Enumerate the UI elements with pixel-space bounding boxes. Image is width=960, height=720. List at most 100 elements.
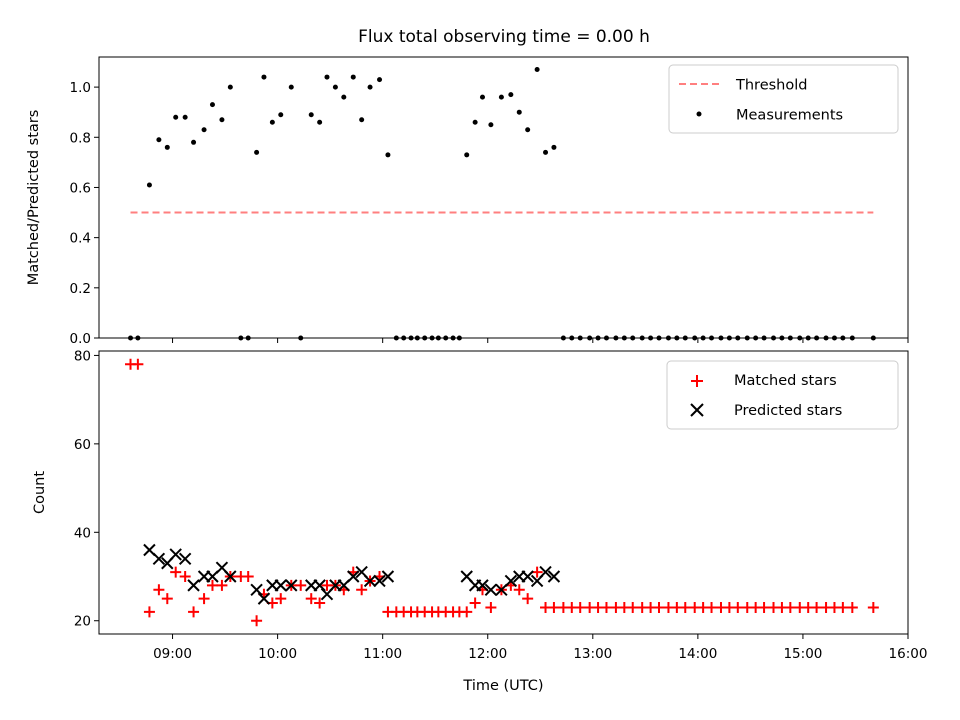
matched-star-marker — [485, 601, 497, 613]
measurement-point — [201, 127, 207, 133]
measurement-point — [156, 137, 162, 143]
matched-star-marker — [305, 593, 317, 605]
measurement-point — [385, 152, 391, 158]
matched-star-marker — [198, 593, 210, 605]
measurement-point — [367, 84, 373, 90]
top-legend-box — [668, 64, 899, 134]
bottom-x-tick-label: 09:00 — [153, 646, 192, 662]
predicted-star-marker — [169, 548, 182, 561]
measurement-point — [209, 102, 215, 108]
bottom-x-tick-label: 11:00 — [363, 646, 402, 662]
predicted-star-marker — [285, 579, 298, 592]
measurement-point — [288, 84, 294, 90]
measurements-legend-label: Measurements — [736, 108, 843, 124]
measurement-point — [543, 149, 549, 155]
measurements-legend-swatch — [696, 111, 702, 117]
predicted-star-marker — [187, 579, 200, 592]
matched-star-marker — [811, 601, 823, 613]
bottom-y-tick-label: 40 — [74, 525, 91, 541]
matched-star-marker — [837, 601, 849, 613]
predicted-star-marker — [257, 592, 271, 605]
top-series-layer — [128, 67, 876, 341]
top-panel: 0.0 0.2 0.4 0.6 0.8 1.0 Matched/Predicted sta… — [26, 56, 909, 347]
matched-star-marker — [132, 358, 144, 370]
matched-star-marker — [206, 579, 218, 591]
bottom-y-tick-label: 60 — [74, 437, 91, 453]
matched-star-marker — [867, 601, 879, 613]
matched-star-marker — [574, 601, 586, 613]
matched-star-marker — [356, 584, 368, 596]
measurement-point — [508, 92, 514, 98]
x-axis-label: Time (UTC) — [462, 678, 543, 694]
predicted-star-marker — [373, 574, 386, 588]
predicted-star-marker — [381, 570, 395, 583]
matched-star-marker — [179, 571, 191, 583]
measurement-point — [516, 109, 522, 115]
matched-star-marker — [732, 601, 744, 613]
top-plot-frame — [98, 56, 909, 339]
bottom-plot-frame — [98, 350, 909, 635]
measurement-point — [377, 77, 383, 83]
chart-title: Flux total observing time = 0.00 h — [358, 27, 650, 47]
measurement-point — [488, 122, 494, 128]
measurement-point — [332, 84, 338, 90]
predicted-star-marker — [224, 570, 237, 583]
top-legend: Threshold Measurements — [668, 64, 899, 134]
bottom-x-tick-label: 12:00 — [468, 646, 507, 662]
predicted-star-marker — [363, 574, 377, 588]
top-y-tick-label: 0.8 — [70, 130, 91, 146]
threshold-legend-label: Threshold — [735, 78, 807, 94]
bottom-x-tick-label: 10:00 — [258, 646, 297, 662]
bottom-y-tick-label: 80 — [74, 348, 91, 364]
top-y-tick-label: 0.0 — [70, 331, 91, 347]
measurement-point — [278, 112, 284, 118]
matched-star-marker — [513, 584, 525, 596]
bottom-panel: 20 40 60 80 09:00 10:00 11:00 12:00 13:00 14:00 15… — [32, 348, 927, 694]
measurement-point — [472, 119, 478, 125]
measurement-point — [359, 117, 365, 123]
matched-star-marker — [242, 571, 254, 583]
bottom-legend-box — [666, 360, 899, 430]
matched-star-marker — [653, 601, 665, 613]
matched-star-marker — [548, 601, 560, 613]
measurement-point — [146, 182, 152, 188]
predicted-star-marker — [274, 579, 287, 592]
bottom-x-tick-label: 15:00 — [783, 646, 822, 662]
measurement-point — [173, 114, 179, 120]
matched-star-marker — [153, 584, 165, 596]
measurement-point — [551, 144, 557, 150]
measurement-point — [254, 149, 260, 155]
matched-star-marker — [251, 615, 263, 627]
measurement-point — [269, 119, 275, 125]
matched-stars-legend-swatch — [691, 375, 703, 387]
top-y-tick-label: 0.4 — [70, 231, 91, 247]
matched-star-marker — [143, 606, 155, 618]
matched-star-marker — [314, 597, 326, 609]
predicted-star-marker — [152, 552, 166, 566]
measurement-point — [182, 114, 188, 120]
measurement-point — [308, 112, 314, 118]
predicted-stars-legend-label: Predicted stars — [734, 403, 842, 419]
matched-star-marker — [161, 593, 173, 605]
matched-star-marker — [627, 601, 639, 613]
measurement-point — [341, 94, 347, 100]
matched-star-marker — [170, 566, 182, 578]
predicted-star-marker — [521, 570, 534, 583]
bottom-axes: 20 40 60 80 09:00 10:00 11:00 12:00 13:00 14:00 15… — [74, 348, 928, 662]
matched-star-marker — [679, 601, 691, 613]
measurement-point — [317, 119, 323, 125]
matched-star-marker — [295, 579, 307, 591]
measurement-point — [219, 117, 225, 123]
predicted-stars-legend-swatch — [690, 403, 704, 417]
matched-star-marker — [216, 579, 228, 591]
bottom-legend: Matched stars Predicted stars — [666, 360, 899, 430]
measurement-point — [479, 94, 485, 100]
bottom-series-layer — [125, 358, 879, 627]
measurement-point — [350, 74, 356, 80]
matched-star-marker — [758, 601, 770, 613]
measurement-point — [324, 74, 330, 80]
measurement-point — [525, 127, 531, 133]
measurement-point — [261, 74, 267, 80]
predicted-star-marker — [504, 574, 518, 588]
